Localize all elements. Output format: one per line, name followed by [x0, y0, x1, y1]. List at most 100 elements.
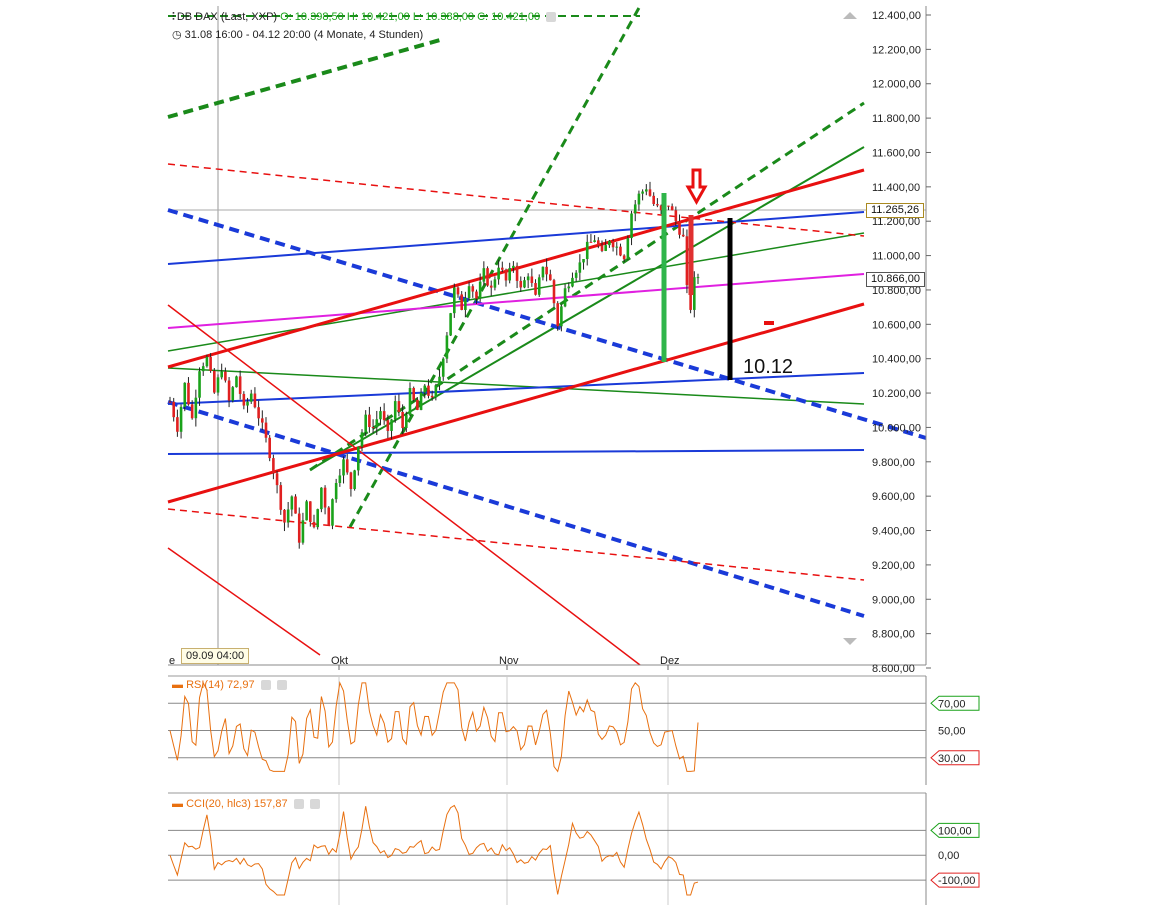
- rsi-name: RSI(14): [186, 679, 224, 691]
- candle-body: [652, 195, 655, 205]
- candles-layer: [168, 181, 700, 549]
- y-tick-label: 8.600,00: [872, 663, 915, 675]
- y-tick-label: 10.400,00: [872, 354, 921, 366]
- x-tick-label: Okt: [331, 655, 348, 667]
- y-tick-label: 12.200,00: [872, 44, 921, 56]
- channel-green-solid: [309, 146, 865, 471]
- ohlc-open: O: 10.398,50: [280, 11, 344, 23]
- blue-upper: [167, 211, 865, 265]
- candle-body: [597, 240, 600, 246]
- rsi-close-icon[interactable]: [276, 680, 287, 691]
- candle-body: [619, 246, 622, 256]
- cci-close-icon[interactable]: [309, 799, 320, 810]
- chart-header: ⫶ DB DAX (Last, XXP) O: 10.398,50 H: 10.…: [172, 11, 557, 24]
- settings-icon[interactable]: [546, 12, 557, 23]
- red-diagonal-2: [167, 547, 321, 656]
- ohlc-low: L: 10.388,00: [412, 11, 475, 23]
- candle-body: [445, 335, 449, 359]
- down-arrow-icon: [685, 168, 708, 206]
- candle-body: [408, 387, 412, 415]
- cci-level-label: -100,00: [938, 875, 975, 887]
- rsi-settings-icon[interactable]: [260, 680, 271, 691]
- candle-body: [696, 277, 700, 279]
- candle-body: [519, 280, 523, 288]
- candle-body: [231, 387, 235, 401]
- current-price-tag: 11.265,26: [866, 203, 925, 218]
- candle-body: [172, 401, 175, 418]
- cci-label: ▬ CCI(20, hlc3) 157,87: [172, 798, 320, 810]
- candle-body: [482, 268, 486, 282]
- candle-body: [478, 281, 482, 299]
- candle-body: [693, 277, 696, 310]
- trendlines-layer: [167, 5, 927, 666]
- candle-body: [537, 277, 541, 295]
- candle-body: [331, 499, 334, 526]
- candle-body: [648, 189, 652, 196]
- rsi-level-tag: [930, 750, 980, 766]
- candle-body: [512, 265, 515, 269]
- candle-body: [578, 262, 582, 273]
- blue-dashed-upper: [167, 208, 927, 440]
- rsi-value: 72,97: [227, 679, 255, 691]
- steep-green-dashed: [348, 5, 642, 528]
- candle-body: [371, 427, 375, 429]
- marker-price-tag: 10.866,00: [866, 272, 925, 287]
- y-tick-label: 9.200,00: [872, 560, 915, 572]
- candle-body: [637, 193, 641, 205]
- candle-body: [294, 496, 297, 514]
- candle-body: [261, 418, 264, 423]
- candle-body: [342, 459, 345, 476]
- candle-body: [464, 298, 467, 310]
- blue-lower: [167, 449, 865, 455]
- candle-body: [438, 376, 441, 386]
- magenta-line: [167, 273, 865, 329]
- candle-body: [268, 437, 271, 459]
- x-axis: Okt Nov Dez e: [169, 655, 680, 670]
- cci-level-tag: [930, 872, 980, 888]
- rsi-label: ▬ RSI(14) 72,97: [172, 679, 287, 691]
- candle-body: [349, 472, 353, 490]
- candle-body: [393, 401, 397, 420]
- candle-body: [379, 411, 382, 420]
- candle-body: [320, 487, 323, 510]
- candle-body: [493, 279, 497, 288]
- candle-body: [187, 382, 190, 405]
- candle-body: [460, 294, 463, 310]
- rsi-level-label: 70,00: [938, 698, 966, 710]
- candle-body: [552, 280, 556, 304]
- candle-body: [456, 287, 460, 295]
- candle-body: [209, 356, 212, 371]
- long-term-green-dashed: [167, 38, 441, 119]
- candle-body: [589, 241, 593, 243]
- period-text: 31.08 16:00 - 04.12 20:00 (4 Monate, 4 S…: [184, 29, 424, 41]
- rsi-series-line: [169, 681, 699, 773]
- candle-body: [412, 387, 415, 400]
- candle-body: [401, 411, 404, 428]
- candle-body: [497, 267, 500, 280]
- cci-settings-icon[interactable]: [293, 799, 304, 810]
- candle-body: [390, 419, 393, 431]
- candle-body: [290, 496, 294, 510]
- candle-body: [213, 370, 216, 393]
- candle-body: [430, 395, 434, 398]
- clock-icon: ◷: [172, 29, 182, 41]
- y-tick-label: 11.400,00: [872, 182, 920, 194]
- candle-body: [656, 204, 659, 206]
- y-tick-label: 8.800,00: [872, 629, 915, 641]
- blue-dashed-lower: [167, 400, 865, 618]
- candle-body: [556, 303, 559, 327]
- cci-level-label: 0,00: [938, 850, 959, 862]
- green-support-2: [167, 367, 865, 405]
- candle-body: [183, 382, 187, 407]
- candle-body: [689, 285, 692, 310]
- candle-body: [301, 520, 305, 543]
- x-tick-label-first: e: [169, 655, 175, 667]
- candle-body: [508, 268, 511, 281]
- candle-body: [297, 513, 301, 543]
- candle-body: [600, 245, 604, 251]
- candle-body: [216, 377, 220, 393]
- candle-body: [312, 521, 316, 528]
- candle-body: [453, 287, 456, 314]
- cci-level-tag: [930, 822, 980, 838]
